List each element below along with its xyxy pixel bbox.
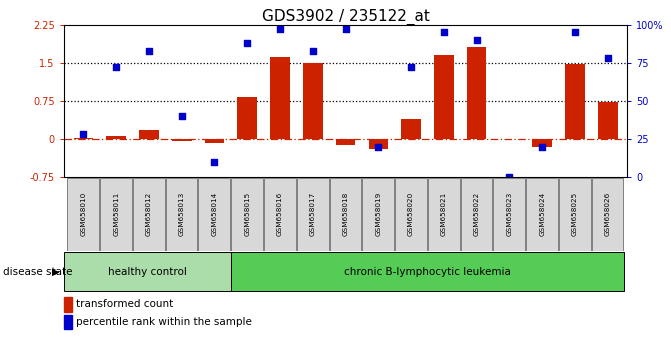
Bar [139, 130, 159, 139]
Bar [565, 64, 585, 139]
Bar [106, 136, 126, 139]
Point [471, 37, 482, 43]
FancyBboxPatch shape [100, 178, 132, 251]
Point [209, 159, 220, 165]
Text: GSM658024: GSM658024 [539, 192, 545, 236]
FancyBboxPatch shape [64, 252, 231, 291]
Point [307, 48, 318, 53]
Text: GSM658023: GSM658023 [507, 192, 513, 236]
FancyBboxPatch shape [395, 178, 427, 251]
Point [242, 40, 252, 46]
FancyBboxPatch shape [329, 178, 361, 251]
Point [274, 27, 285, 32]
Text: healthy control: healthy control [108, 267, 187, 277]
Point [603, 56, 613, 61]
Point [537, 144, 548, 149]
Bar [532, 139, 552, 147]
FancyBboxPatch shape [199, 178, 230, 251]
Bar [172, 139, 191, 141]
Point [340, 27, 351, 32]
Text: GSM658021: GSM658021 [441, 192, 447, 236]
Text: GSM658015: GSM658015 [244, 192, 250, 236]
Bar [336, 139, 356, 145]
FancyBboxPatch shape [297, 178, 329, 251]
Bar [434, 55, 454, 139]
FancyBboxPatch shape [559, 178, 590, 251]
Text: GSM658011: GSM658011 [113, 192, 119, 236]
Text: GSM658020: GSM658020 [408, 192, 414, 236]
FancyBboxPatch shape [231, 178, 263, 251]
Text: percentile rank within the sample: percentile rank within the sample [76, 317, 252, 327]
FancyBboxPatch shape [67, 178, 99, 251]
Point [373, 144, 384, 149]
Point [78, 132, 89, 137]
Bar [238, 97, 257, 139]
Bar [401, 119, 421, 139]
Bar [467, 47, 486, 139]
Text: GSM658017: GSM658017 [310, 192, 316, 236]
Bar [598, 102, 617, 139]
Point [570, 29, 580, 35]
Text: GSM658018: GSM658018 [343, 192, 348, 236]
Text: GSM658013: GSM658013 [178, 192, 185, 236]
FancyBboxPatch shape [592, 178, 623, 251]
Point [144, 48, 154, 53]
Point [406, 64, 417, 70]
FancyBboxPatch shape [526, 178, 558, 251]
Point [111, 64, 121, 70]
FancyBboxPatch shape [231, 252, 624, 291]
Bar [270, 57, 290, 139]
Text: GSM658025: GSM658025 [572, 192, 578, 236]
FancyBboxPatch shape [493, 178, 525, 251]
Text: GSM658012: GSM658012 [146, 192, 152, 236]
FancyBboxPatch shape [362, 178, 394, 251]
FancyBboxPatch shape [264, 178, 296, 251]
Text: transformed count: transformed count [76, 299, 173, 309]
Text: GSM658026: GSM658026 [605, 192, 611, 236]
Text: GSM658016: GSM658016 [277, 192, 283, 236]
Bar [303, 63, 323, 139]
FancyBboxPatch shape [460, 178, 493, 251]
Point [439, 29, 450, 35]
Bar [205, 139, 224, 143]
FancyBboxPatch shape [133, 178, 164, 251]
Text: ▶: ▶ [52, 267, 60, 277]
Text: chronic B-lymphocytic leukemia: chronic B-lymphocytic leukemia [344, 267, 511, 277]
Text: disease state: disease state [3, 267, 73, 277]
Bar [74, 138, 93, 139]
Bar [368, 139, 388, 149]
Text: GSM658022: GSM658022 [474, 192, 480, 236]
Point [176, 113, 187, 119]
Text: GSM658014: GSM658014 [211, 192, 217, 236]
FancyBboxPatch shape [428, 178, 460, 251]
Title: GDS3902 / 235122_at: GDS3902 / 235122_at [262, 8, 429, 25]
Text: GSM658010: GSM658010 [81, 192, 87, 236]
Point [504, 174, 515, 180]
FancyBboxPatch shape [166, 178, 197, 251]
Text: GSM658019: GSM658019 [375, 192, 381, 236]
